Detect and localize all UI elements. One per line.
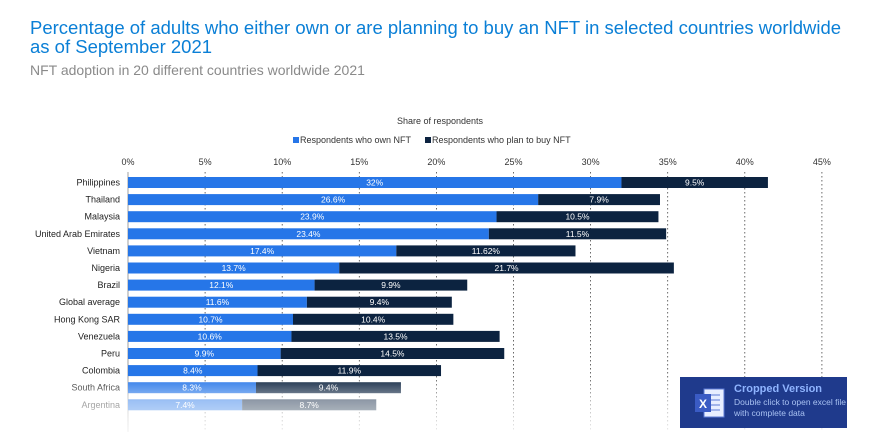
data-label: 10.6% [198,331,223,341]
bar-segment [128,365,258,377]
bar-segment [128,177,622,188]
bar-segment [128,262,340,274]
cropped-version-description: Double click to open excel file with com… [734,397,846,418]
data-label: 21.7% [495,263,520,273]
data-label: 32% [366,178,383,188]
legend-swatch [425,137,431,143]
bar-segment [291,330,500,342]
category-label: South Africa [71,383,120,393]
data-label: 23.9% [300,212,325,222]
data-label: 11.9% [338,366,362,376]
bar-segment [339,262,674,274]
bar-segment [128,296,307,308]
x-tick-label: 30% [582,157,600,167]
data-label: 9.5% [685,178,705,188]
legend-swatch [293,137,299,143]
x-tick-label: 20% [427,157,445,167]
category-label: Venezuela [78,331,120,341]
data-label: 8.4% [183,366,203,376]
data-label: 26.6% [321,195,346,205]
data-label: 10.4% [361,314,386,324]
x-tick-label: 10% [273,157,291,167]
bar-segment [128,279,315,291]
chart-title: Percentage of adults who either own or a… [30,17,842,57]
x-tick-label: 25% [504,157,522,167]
data-label: 8.7% [299,400,319,410]
legend-label: Respondents who plan to buy NFT [432,135,571,145]
axis-title: Share of respondents [397,116,484,126]
svg-text:X: X [699,397,707,411]
x-tick-label: 45% [813,157,831,167]
category-label: Brazil [97,280,120,290]
x-tick-label: 15% [350,157,368,167]
data-label: 13.7% [222,263,247,273]
bar-segment [257,365,442,377]
category-label: Thailand [85,195,120,205]
x-tick-label: 40% [736,157,754,167]
data-label: 11.6% [206,297,230,307]
bar-segment [280,348,505,359]
bar-segment [538,194,660,206]
data-label: 23.4% [296,229,321,239]
data-label: 17.4% [250,246,275,256]
category-label: Malaysia [84,212,120,222]
bar-segment [128,330,292,342]
data-label: 13.5% [383,331,408,341]
legend-label: Respondents who own NFT [300,135,412,145]
category-label: Global average [59,297,120,307]
category-label: United Arab Emirates [35,229,121,239]
bar-segment [496,211,659,223]
bar-segment [621,177,768,188]
bar-segment [128,245,397,257]
category-label: Philippines [76,178,120,188]
data-label: 7.9% [589,195,609,205]
bar-segment [128,228,489,240]
data-label: 10.5% [565,212,590,222]
category-label: Nigeria [91,263,120,273]
bar-segment [306,296,452,308]
x-tick-label: 0% [121,157,134,167]
category-label: Colombia [82,366,120,376]
data-label: 9.9% [381,280,401,290]
bar-segment [128,313,293,325]
bar-segment [396,245,576,257]
bar-segment [128,211,497,223]
category-label: Argentina [81,400,120,410]
bar-segment [488,228,667,240]
bar-segment [128,348,281,359]
category-label: Peru [101,349,120,359]
data-label: 9.4% [370,297,390,307]
data-label: 11.62% [472,246,501,256]
category-label: Vietnam [87,246,120,256]
x-tick-label: 5% [199,157,212,167]
excel-icon: X [692,385,728,421]
chart-subtitle: NFT adoption in 20 different countries w… [30,62,365,78]
data-label: 8.3% [182,383,202,393]
data-label: 7.4% [175,400,195,410]
bar-segment [128,194,539,206]
x-tick-label: 35% [659,157,677,167]
data-label: 14.5% [380,349,405,359]
bar-segment [314,279,468,291]
data-label: 9.9% [195,349,215,359]
category-label: Hong Kong SAR [54,314,121,324]
data-label: 9.4% [319,383,339,393]
data-label: 11.5% [566,229,590,239]
cropped-version-title: Cropped Version [734,383,823,395]
cropped-version-panel[interactable]: X Cropped Version Double click to open e… [680,377,847,428]
data-label: 10.7% [198,314,223,324]
bar-segment [292,313,454,325]
data-label: 12.1% [209,280,234,290]
